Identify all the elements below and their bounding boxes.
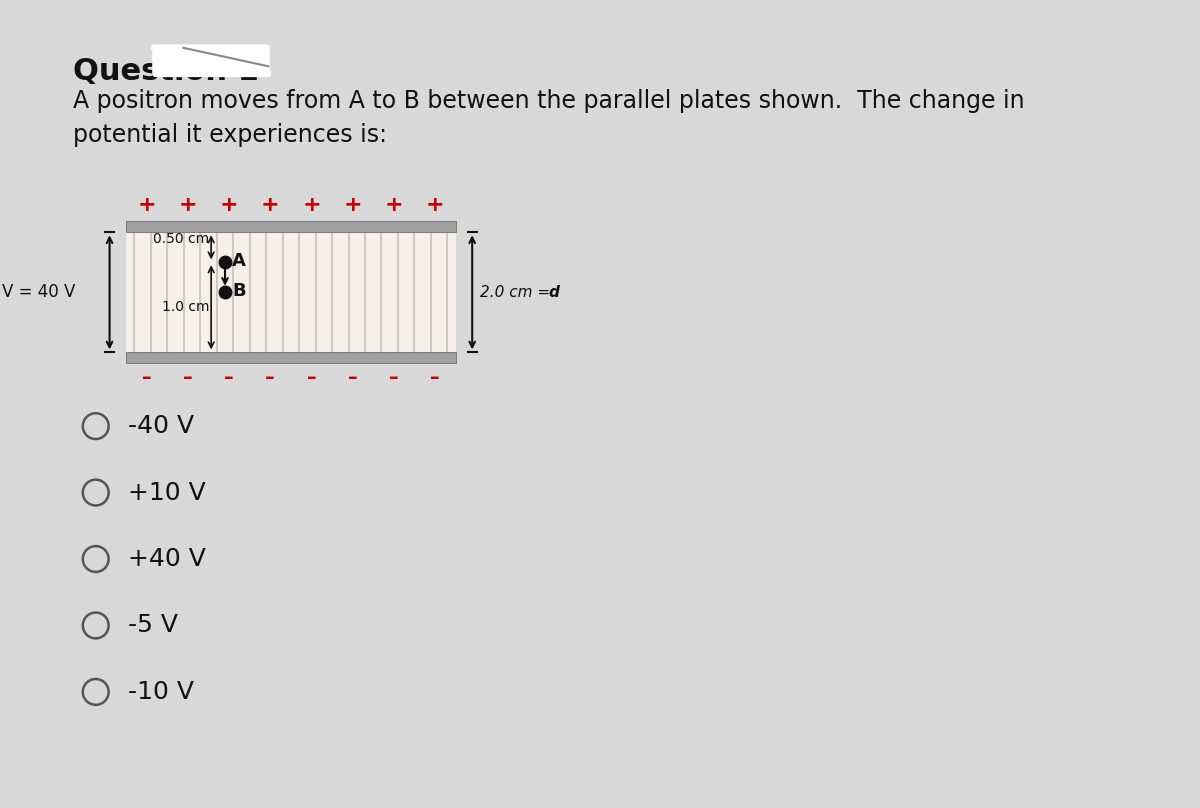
Text: -10 V: -10 V [128, 680, 194, 704]
Text: A positron moves from A to B between the parallel plates shown.  The change in
p: A positron moves from A to B between the… [73, 90, 1025, 147]
Bar [126, 233, 456, 352]
Text: Question 1: Question 1 [73, 57, 258, 86]
Text: –: – [307, 368, 317, 387]
Text: 1.0 cm: 1.0 cm [162, 301, 209, 314]
Text: +: + [426, 195, 444, 215]
Text: +: + [138, 195, 156, 215]
Text: –: – [430, 368, 440, 387]
Text: -5 V: -5 V [128, 613, 178, 638]
Text: +: + [384, 195, 403, 215]
Text: +10 V: +10 V [128, 481, 205, 504]
Text: V = 40 V: V = 40 V [2, 284, 76, 301]
Bar [126, 221, 456, 233]
Text: +40 V: +40 V [128, 547, 206, 571]
Text: –: – [224, 368, 234, 387]
Text: –: – [184, 368, 193, 387]
Text: +: + [220, 195, 239, 215]
Text: –: – [265, 368, 275, 387]
Text: B: B [233, 281, 246, 300]
FancyBboxPatch shape [152, 45, 269, 77]
Text: A: A [233, 251, 246, 270]
Bar [126, 352, 456, 364]
Text: 2.0 cm =: 2.0 cm = [480, 285, 550, 300]
Text: +: + [179, 195, 197, 215]
Text: +: + [343, 195, 362, 215]
Text: +: + [260, 195, 280, 215]
Text: +: + [302, 195, 320, 215]
Text: –: – [142, 368, 151, 387]
Text: –: – [348, 368, 358, 387]
Text: d: d [548, 285, 559, 300]
Text: 0.50 cm: 0.50 cm [154, 232, 209, 246]
Text: –: – [389, 368, 398, 387]
Text: -40 V: -40 V [128, 415, 194, 438]
